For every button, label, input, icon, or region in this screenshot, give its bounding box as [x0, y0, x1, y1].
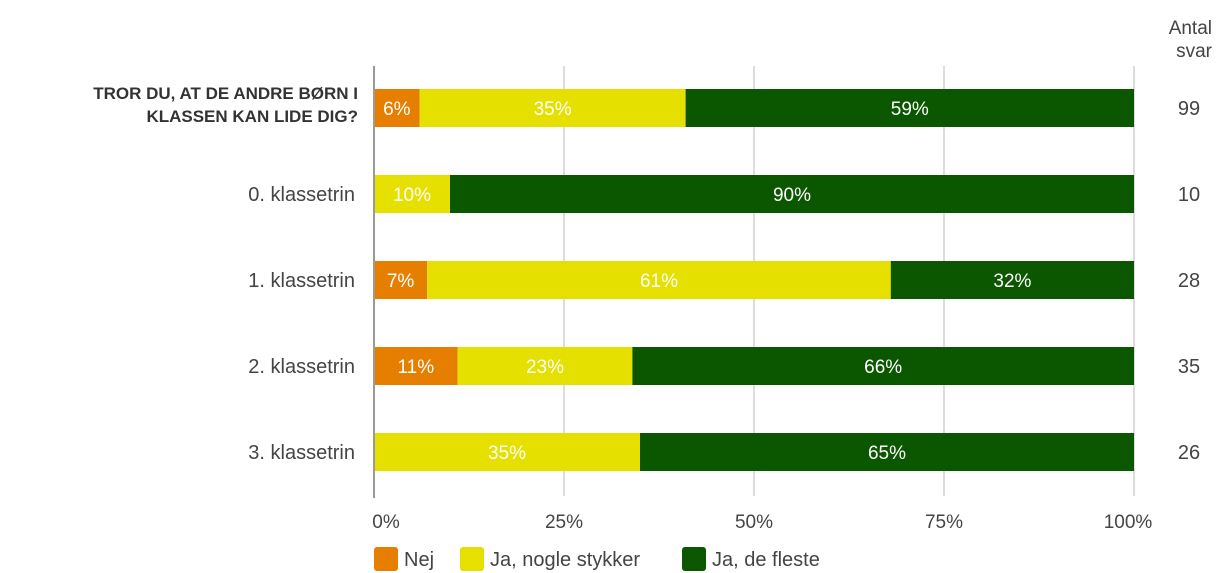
- x-tick-label: 75%: [925, 512, 963, 533]
- bar-segment: [427, 261, 891, 299]
- bar-segment: [632, 347, 1134, 385]
- bar-segment: [640, 433, 1134, 471]
- legend-label: Nej: [404, 549, 434, 571]
- bar-segment: [450, 175, 1134, 213]
- count-header: svar: [1176, 41, 1213, 62]
- data-label: 59%: [891, 99, 929, 120]
- bar-segment: [374, 261, 428, 299]
- legend-swatch: [682, 547, 706, 571]
- bar-segment: [374, 89, 420, 127]
- bar-segment: [374, 347, 458, 385]
- category-label: 2. klassetrin: [248, 356, 355, 378]
- category-label: KLASSEN KAN LIDE DIG?: [146, 107, 358, 126]
- data-label: 10%: [393, 185, 431, 206]
- data-label: 23%: [526, 357, 564, 378]
- data-label: 66%: [864, 357, 902, 378]
- legend-swatch: [374, 547, 398, 571]
- legend-label: Ja, nogle stykker: [490, 549, 640, 571]
- bar-segment: [374, 175, 450, 213]
- legend-swatch: [460, 547, 484, 571]
- x-tick-label: 0%: [372, 512, 400, 533]
- data-label: 6%: [383, 99, 411, 120]
- bar-segment: [419, 89, 686, 127]
- count-header: Antal: [1169, 18, 1212, 39]
- x-tick-label: 100%: [1104, 512, 1153, 533]
- data-label: 61%: [640, 271, 678, 292]
- bar-segment: [374, 433, 640, 471]
- data-label: 32%: [993, 271, 1031, 292]
- data-label: 35%: [534, 99, 572, 120]
- bar-segment: [457, 347, 633, 385]
- response-count: 28: [1178, 270, 1200, 292]
- x-tick-label: 50%: [735, 512, 773, 533]
- x-tick-label: 25%: [545, 512, 583, 533]
- category-label: TROR DU, AT DE ANDRE BØRN I: [93, 84, 358, 103]
- category-label: 0. klassetrin: [248, 184, 355, 206]
- response-count: 10: [1178, 184, 1200, 206]
- data-label: 11%: [397, 357, 434, 378]
- bar-segment: [685, 89, 1134, 127]
- category-label: 1. klassetrin: [248, 270, 355, 292]
- bar-segment: [890, 261, 1134, 299]
- response-count: 99: [1178, 98, 1200, 120]
- data-label: 65%: [868, 443, 906, 464]
- data-label: 35%: [488, 443, 526, 464]
- data-label: 90%: [773, 185, 811, 206]
- response-count: 35: [1178, 356, 1200, 378]
- legend-label: Ja, de fleste: [712, 549, 820, 571]
- category-label: 3. klassetrin: [248, 442, 355, 464]
- data-label: 7%: [387, 271, 415, 292]
- response-count: 26: [1178, 442, 1200, 464]
